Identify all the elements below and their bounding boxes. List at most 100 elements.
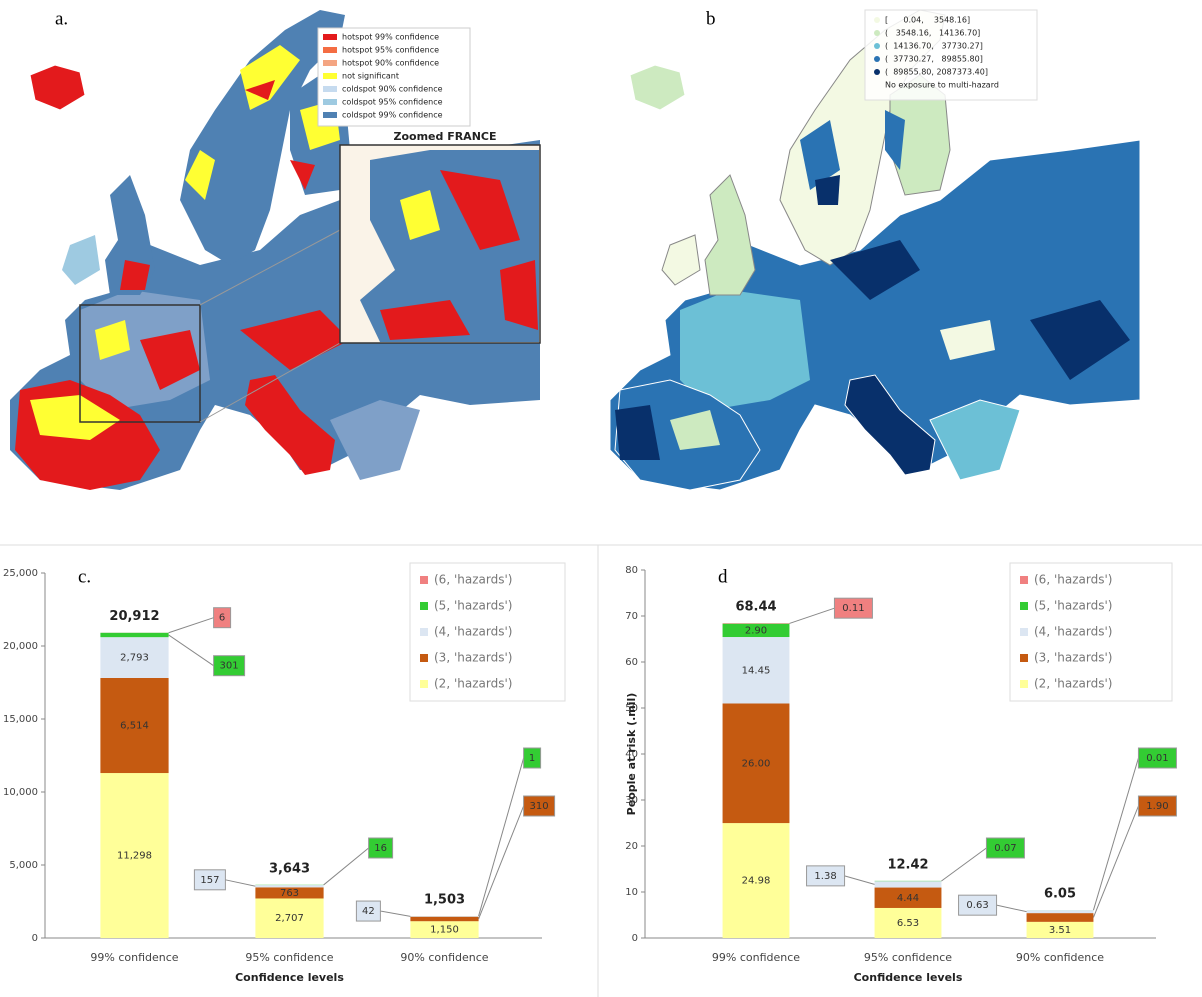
land [30,395,120,440]
y-tick-label: 70 [625,611,638,622]
y-tick-label: 25,000 [3,568,38,579]
land [62,235,100,285]
callout-box [193,869,226,891]
y-tick-label: 0 [632,933,638,944]
legend-swatch [1020,576,1028,584]
legend-label: (4, 'hazards') [1034,625,1112,639]
bar-segment [1026,913,1094,922]
callout-line [478,805,525,920]
callout-line [941,847,987,882]
legend-label: (6, 'hazards') [434,573,512,587]
land [290,160,315,190]
value-label: 1.38 [814,871,836,882]
callout-line [380,910,411,917]
land [1030,300,1130,380]
bar-segment [722,623,790,638]
x-tick-label: 90% confidence [1016,951,1104,964]
legend-label: [ 0.04, 3548.16] [885,16,970,25]
total-label: 6.05 [1044,887,1076,902]
land [661,234,701,286]
zoom-line [199,229,341,306]
value-label: 0.11 [842,603,864,614]
bar-segment [410,916,479,917]
legend-label: (6, 'hazards') [1034,573,1112,587]
callout-box [1137,747,1177,769]
bar-segment [722,703,790,824]
callout-box [1137,795,1177,817]
legend-swatch [420,680,428,688]
x-tick-label: 99% confidence [712,951,800,964]
land [815,175,840,205]
legend-swatch [420,654,428,662]
callout-line [323,847,369,886]
total-label: 3,643 [269,861,310,876]
y-tick-label: 80 [625,565,638,576]
x-tick-label: 99% confidence [90,951,178,964]
bar-segment [722,623,790,624]
legend-swatch [323,112,337,118]
bar-segment [100,637,169,678]
y-tick-label: 60 [625,657,638,668]
legend-label: (5, 'hazards') [434,599,512,613]
legend-swatch [1020,628,1028,636]
value-label: 2,707 [275,913,304,924]
legend-label: not significant [342,72,399,81]
y-tick-label: 10 [625,887,638,898]
total-label: 68.44 [735,600,776,615]
bar-segment [100,773,169,938]
legend-label: ( 37730.27, 89855.80] [885,55,983,64]
callout-box [806,865,846,887]
callout-box [368,837,394,859]
callout-box [523,747,542,769]
legend-swatch [323,60,337,66]
panel-label: c. [78,566,91,587]
total-label: 1,503 [424,893,465,908]
value-label: 42 [362,906,375,917]
callout-line [996,904,1027,913]
land [330,400,420,480]
legend-swatch [420,576,428,584]
value-label: 6.53 [897,918,919,929]
bar-segment [1026,921,1094,938]
callout-box [355,900,381,922]
zoom-line [199,342,341,423]
callout-line [225,879,256,887]
value-label: 3.51 [1049,925,1071,936]
callout-line [478,757,525,917]
land [800,120,840,190]
map-legend [864,9,1038,101]
y-tick-label: 20,000 [3,641,38,652]
legend-swatch [420,602,428,610]
x-tick-label: 95% confidence [864,951,952,964]
callout-line [1092,805,1139,918]
land [885,110,905,170]
land [929,399,1021,481]
bar-segment [874,881,942,888]
panel-label: b [706,8,716,29]
inset-title: Zoomed FRANCE [393,130,496,143]
map-legend [317,27,471,127]
land [704,174,756,296]
inset-land [400,190,440,240]
callout-line [1092,757,1139,911]
callout-box [985,837,1025,859]
total-label: 12.42 [887,857,928,872]
legend-swatch [874,69,880,75]
y-tick-label: 0 [32,933,38,944]
land [95,320,130,360]
callout-box [833,597,873,619]
bar-segment [255,885,324,888]
legend-label: (4, 'hazards') [434,625,512,639]
legend-label: hotspot 99% confidence [342,33,439,42]
legend-label: (3, 'hazards') [1034,651,1112,665]
bar-segment [722,823,790,938]
bar-segment [255,887,324,899]
value-label: 2,793 [120,653,149,664]
bar-segment [255,898,324,938]
value-label: 6,514 [120,720,149,731]
land [140,330,200,390]
value-label: 763 [280,888,299,899]
land [844,374,936,476]
land [185,150,215,200]
y-tick-label: 10,000 [3,787,38,798]
